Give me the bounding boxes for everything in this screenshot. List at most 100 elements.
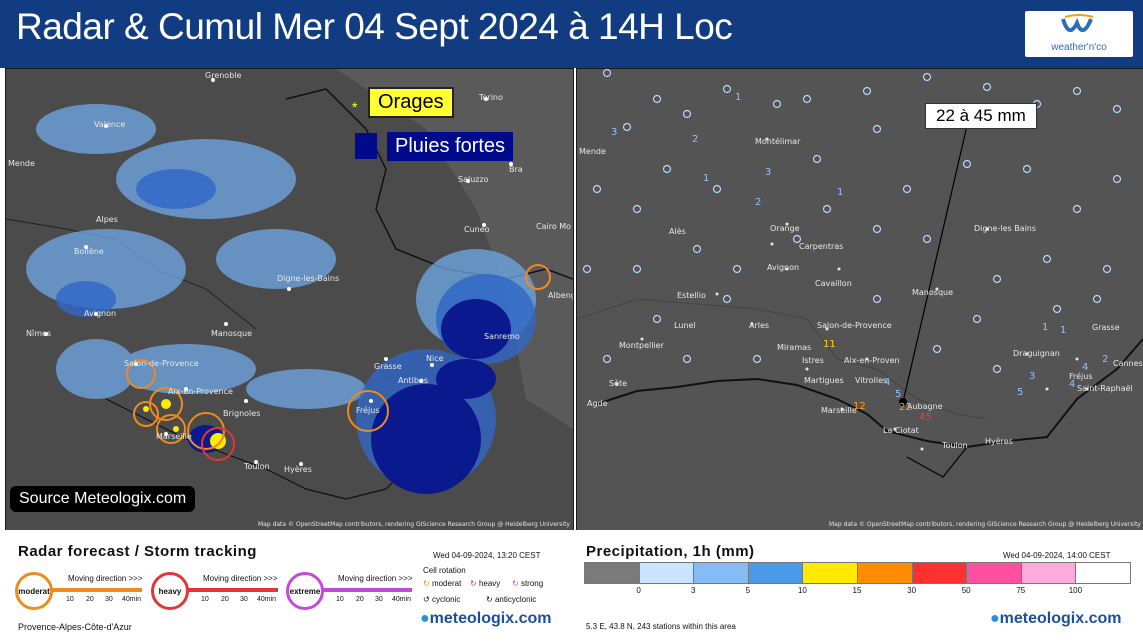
tick-label: 40min xyxy=(392,596,412,603)
cell-rotation-label: strong xyxy=(520,579,544,588)
cell-rotation-label: heavy xyxy=(478,579,501,588)
city-label: Cairo Mo xyxy=(536,222,572,231)
station-ring xyxy=(752,354,762,364)
station-value: 2 xyxy=(692,134,699,145)
city-label: Martigues xyxy=(804,376,844,385)
station-ring xyxy=(962,159,972,169)
city-label: Saluzzo xyxy=(458,175,489,184)
tick-label: 10 xyxy=(201,596,209,603)
station-ring xyxy=(602,69,612,78)
radar-map[interactable]: Grenoble Torino Valence Bra Saluzzo Mend… xyxy=(5,68,574,532)
city-label: Grenoble xyxy=(205,71,242,80)
station-ring xyxy=(662,164,672,174)
station-ring xyxy=(1022,164,1032,174)
precipitation-map[interactable]: Mende Montélimar Alès Orange Carpentras … xyxy=(576,68,1143,532)
station-value: 5 xyxy=(1017,387,1024,398)
precip-map-canvas xyxy=(577,69,1143,531)
precip-timestamp: Wed 04-09-2024, 14:00 CEST xyxy=(1003,551,1111,560)
station-ring xyxy=(1042,254,1052,264)
city-label: Cuneo xyxy=(464,225,490,234)
station-value: 4 xyxy=(1069,379,1076,390)
source-label: Source Meteologix.com xyxy=(10,486,196,512)
cell-rotation-label: cyclonic xyxy=(431,595,461,604)
cell-rotation-cyclonic: ↺ cyclonic xyxy=(423,595,460,604)
scale-swatch xyxy=(1075,562,1131,584)
star-icon: * xyxy=(352,99,358,115)
tick-label: 20 xyxy=(86,596,94,603)
footer xyxy=(0,530,1143,642)
station-ring xyxy=(732,264,742,274)
scale-swatch xyxy=(966,562,1022,584)
station-ring xyxy=(872,224,882,234)
scale-label: 15 xyxy=(852,586,862,595)
brand-icon xyxy=(1061,14,1094,32)
city-label: Antibes xyxy=(398,376,429,385)
station-ring xyxy=(1092,294,1102,304)
station-ring xyxy=(1112,104,1122,114)
moving-direction-label: Moving direction >>> xyxy=(338,574,413,583)
meteologix-logo: ●meteologix.com xyxy=(990,610,1121,628)
tick-label: 30 xyxy=(375,596,383,603)
city-label: Aix-en-Provence xyxy=(168,387,233,396)
station-ring xyxy=(632,204,642,214)
rotation-icon: ↻ xyxy=(470,579,477,588)
city-label: Salon-de-Provence xyxy=(124,359,199,368)
precip-title: Precipitation, 1h (mm) xyxy=(586,543,755,560)
city-label: Digne-les-Bains xyxy=(277,274,340,283)
station-value: 1 xyxy=(735,92,742,103)
city-label: Bra xyxy=(509,165,523,174)
cell-rotation-title: Cell rotation xyxy=(423,566,466,575)
tick-label: 20 xyxy=(356,596,364,603)
storm-moderat-circle: moderat xyxy=(15,572,53,610)
cell-rotation-strong: ↻ strong xyxy=(512,579,543,588)
storm-tracking-timestamp: Wed 04-09-2024, 13:20 CEST xyxy=(433,551,541,560)
storm-moderat-bar xyxy=(52,588,142,592)
tick-label: 30 xyxy=(240,596,248,603)
station-ring xyxy=(862,86,872,96)
storm-heavy-bar xyxy=(188,588,278,592)
station-ring xyxy=(902,184,912,194)
station-ring xyxy=(682,354,692,364)
legend-pluies: Pluies fortes xyxy=(387,132,514,161)
city-label: Marseille xyxy=(156,432,192,441)
globe-icon: ● xyxy=(420,610,430,627)
city-label: Cannes xyxy=(1113,359,1143,368)
city-label: Mende xyxy=(579,147,606,156)
station-ring xyxy=(922,234,932,244)
station-value: 3 xyxy=(611,127,618,138)
station-ring xyxy=(602,354,612,364)
city-label: Cavaillon xyxy=(815,279,852,288)
city-label: Toulon xyxy=(244,462,270,471)
station-ring xyxy=(802,94,812,104)
station-ring xyxy=(712,184,722,194)
station-ring xyxy=(872,294,882,304)
city-label: Montélimar xyxy=(755,137,801,146)
city-label: Bollène xyxy=(74,247,104,256)
tick-label: 30 xyxy=(105,596,113,603)
station-value: 22 xyxy=(899,402,912,413)
precip-annotation: 22 à 45 mm xyxy=(925,103,1037,129)
city-label: Estellio xyxy=(677,291,706,300)
city-label: Saint-Raphaël xyxy=(1077,384,1133,393)
rotation-icon: ↺ xyxy=(423,595,430,604)
scale-label: 100 xyxy=(1068,586,1083,595)
cell-rotation-moderat: ↻ moderat xyxy=(423,579,461,588)
station-ring xyxy=(722,84,732,94)
scale-swatch xyxy=(584,562,640,584)
station-ring xyxy=(582,264,592,274)
scale-swatch xyxy=(911,562,968,584)
city-label: Aix-en-Proven xyxy=(844,356,900,365)
brand-logo: weather'n'co xyxy=(1025,11,1133,57)
station-value: 3 xyxy=(1029,371,1036,382)
storm-heavy-circle: heavy xyxy=(151,572,189,610)
tick-label: 10 xyxy=(66,596,74,603)
tick-label: 10 xyxy=(336,596,344,603)
station-ring xyxy=(872,124,882,134)
station-value: 1 xyxy=(837,187,844,198)
station-value: 4 xyxy=(884,377,891,388)
station-value: 1 xyxy=(703,173,710,184)
scale-label: 75 xyxy=(1016,586,1026,595)
city-label: Albeng xyxy=(548,291,574,300)
storm-tracking-title: Radar forecast / Storm tracking xyxy=(18,543,257,560)
cell-rotation-label: moderat xyxy=(431,579,462,588)
